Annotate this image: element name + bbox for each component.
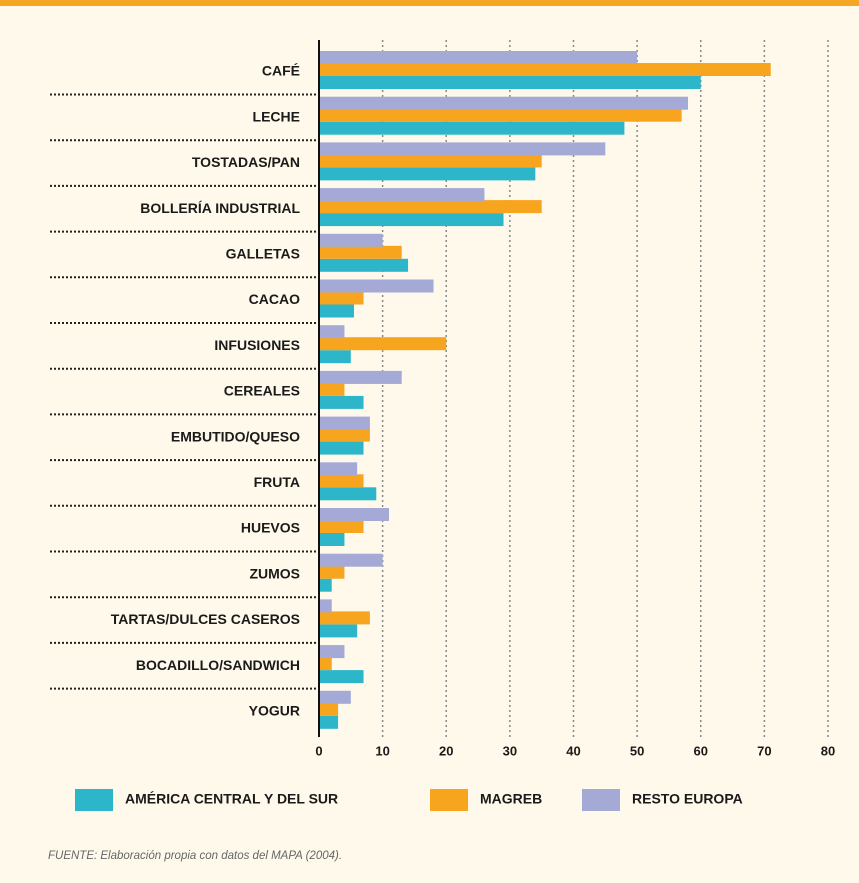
bar bbox=[319, 108, 682, 122]
bar bbox=[319, 474, 364, 488]
bar bbox=[319, 553, 383, 567]
bar bbox=[319, 51, 638, 64]
y-tick-label: ZUMOS bbox=[249, 565, 300, 581]
bar bbox=[319, 462, 358, 476]
bar bbox=[319, 233, 383, 247]
bar bbox=[319, 382, 345, 396]
y-tick-label: CEREALES bbox=[224, 383, 300, 399]
bar bbox=[319, 416, 370, 430]
bar bbox=[319, 533, 345, 546]
bar bbox=[319, 657, 332, 671]
bar bbox=[319, 325, 345, 339]
bar bbox=[319, 599, 332, 613]
bar bbox=[319, 520, 364, 533]
x-tick-label: 30 bbox=[503, 743, 517, 758]
bar bbox=[319, 370, 402, 384]
bar bbox=[319, 487, 377, 501]
y-tick-label: HUEVOS bbox=[241, 520, 300, 536]
x-tick-label: 70 bbox=[757, 743, 771, 758]
bar bbox=[319, 441, 364, 455]
legend-label: MAGREB bbox=[480, 791, 542, 807]
top-border bbox=[0, 0, 859, 6]
bar bbox=[319, 188, 485, 202]
bar bbox=[319, 121, 625, 135]
bar bbox=[319, 395, 364, 409]
bar bbox=[319, 702, 339, 716]
bar bbox=[319, 154, 542, 168]
bar bbox=[319, 350, 351, 364]
x-tick-label: 10 bbox=[375, 743, 389, 758]
bar bbox=[319, 508, 389, 521]
bar bbox=[319, 245, 402, 259]
bar bbox=[319, 715, 339, 729]
bar bbox=[319, 279, 434, 293]
bar bbox=[319, 291, 364, 305]
x-tick-label: 60 bbox=[694, 743, 708, 758]
y-tick-label: LECHE bbox=[253, 108, 300, 124]
bar bbox=[319, 76, 701, 89]
y-tick-label: INFUSIONES bbox=[214, 337, 300, 353]
x-tick-label: 40 bbox=[566, 743, 580, 758]
y-tick-label: TOSTADAS/PAN bbox=[192, 154, 300, 170]
legend-label: AMÉRICA CENTRAL Y DEL SUR bbox=[125, 791, 338, 807]
legend-swatch bbox=[75, 789, 113, 811]
x-tick-label: 0 bbox=[315, 743, 322, 758]
bar bbox=[319, 167, 536, 181]
bar bbox=[319, 200, 542, 214]
bar bbox=[319, 63, 771, 76]
bar bbox=[319, 690, 351, 704]
bar bbox=[319, 258, 409, 272]
bar bbox=[319, 645, 345, 659]
y-tick-label: CACAO bbox=[249, 291, 300, 307]
bar bbox=[319, 142, 606, 156]
bar bbox=[319, 670, 364, 684]
y-tick-label: FRUTA bbox=[254, 474, 300, 490]
bar bbox=[319, 578, 332, 592]
y-tick-label: YOGUR bbox=[249, 703, 300, 719]
bar bbox=[319, 304, 354, 318]
legend-label: RESTO EUROPA bbox=[632, 791, 743, 807]
bar bbox=[319, 96, 689, 110]
x-tick-label: 20 bbox=[439, 743, 453, 758]
bar bbox=[319, 565, 345, 579]
bar bbox=[319, 428, 370, 442]
bar bbox=[319, 624, 358, 638]
x-tick-label: 50 bbox=[630, 743, 644, 758]
y-tick-label: BOCADILLO/SANDWICH bbox=[136, 657, 300, 673]
source-note: FUENTE: Elaboración propia con datos del… bbox=[48, 850, 342, 862]
y-tick-label: BOLLERÍA INDUSTRIAL bbox=[140, 200, 300, 216]
y-tick-label: GALLETAS bbox=[226, 246, 300, 262]
legend-swatch bbox=[430, 789, 468, 811]
y-tick-label: TARTAS/DULCES CASEROS bbox=[111, 611, 300, 627]
legend-swatch bbox=[582, 789, 620, 811]
y-tick-label: CAFÉ bbox=[262, 63, 300, 79]
bar bbox=[319, 213, 504, 227]
bar bbox=[319, 611, 370, 625]
bar bbox=[319, 337, 447, 351]
y-tick-label: EMBUTIDO/QUESO bbox=[171, 428, 300, 444]
x-tick-label: 80 bbox=[821, 743, 835, 758]
